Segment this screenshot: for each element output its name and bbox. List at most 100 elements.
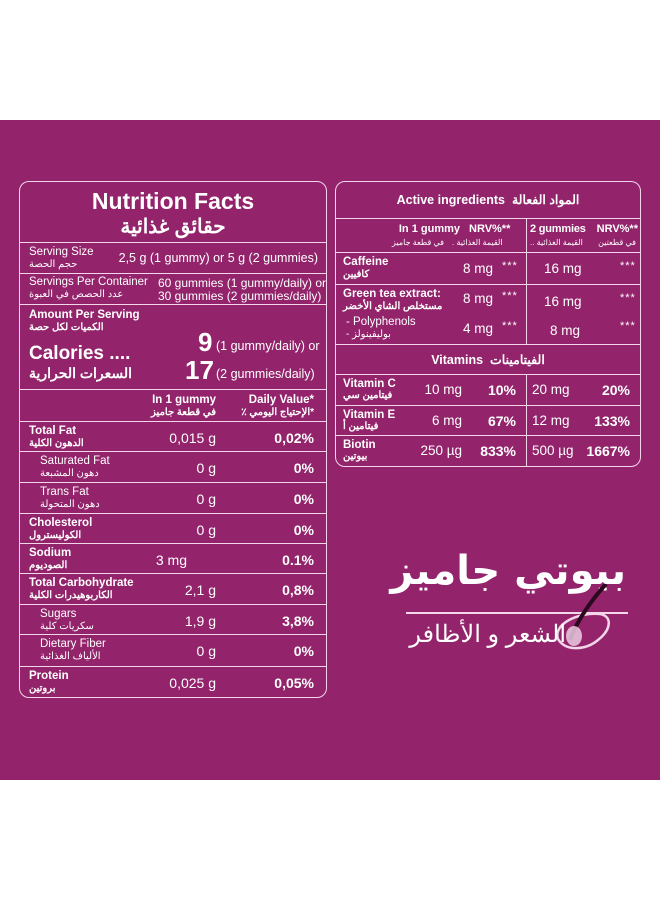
nutrient-amount: 0 g bbox=[196, 491, 216, 507]
nutrient-label: Sugars bbox=[40, 608, 77, 620]
col-in-1-gummy-ar: في قطعة جاميز bbox=[151, 407, 216, 418]
nutrient-label-ar: بروتين bbox=[29, 683, 56, 694]
purple-background bbox=[0, 120, 660, 780]
nutrient-row: Trans Fat دهون المتحولة 0 g 0% bbox=[20, 482, 326, 513]
calories-label-ar: السعرات الحرارية bbox=[29, 365, 133, 381]
nutrient-label: Protein bbox=[29, 670, 69, 682]
nutrient-amount: 3 mg bbox=[155, 552, 187, 568]
col2-nrv: NRV%** bbox=[596, 223, 638, 235]
col1-ar: في قطعة جاميز bbox=[392, 238, 444, 247]
vitamin-label-ar: فيتامين سي bbox=[343, 390, 393, 401]
green-tea-nrv-1: *** bbox=[502, 290, 518, 302]
nutrient-label-ar: سكريات كلية bbox=[40, 621, 94, 632]
nutrient-label-ar: الألياف الغذائية bbox=[40, 651, 101, 662]
vitamin-label-ar: فيتامين أ bbox=[343, 421, 379, 432]
col2-nrv-ar: القيمة الغذائية .. bbox=[530, 238, 583, 247]
active-ingredients-panel: Active ingredients المواد الفعالة In 1 g… bbox=[335, 181, 641, 467]
col-daily-value: Daily Value* bbox=[248, 394, 314, 406]
serving-size-row: Serving Size حجم الحصة 2,5 g (1 gummy) o… bbox=[20, 242, 326, 273]
nutrient-label-ar: الكوليسترول bbox=[29, 530, 82, 541]
nutrient-label-ar: الكاربوهيدرات الكلية bbox=[29, 590, 113, 601]
caffeine-label-ar: كافيين bbox=[343, 269, 370, 280]
nutrient-amount: 2,1 g bbox=[184, 582, 216, 598]
active-title-ar: المواد الفعالة bbox=[511, 193, 580, 207]
column-divider bbox=[526, 436, 527, 466]
vitamin-label-ar: بيوتين bbox=[343, 451, 368, 462]
nutrient-daily-value: 0% bbox=[293, 460, 314, 476]
vitamin-nrv-1: 10% bbox=[487, 382, 516, 398]
calories-label: Calories .... bbox=[29, 343, 131, 364]
nutrient-daily-value: 0% bbox=[293, 491, 314, 507]
nutrient-row: Cholesterol الكوليسترول 0 g 0% bbox=[20, 513, 326, 543]
vitamin-amount-1: 250 µg bbox=[420, 443, 462, 458]
nutrient-daily-value: 0% bbox=[293, 522, 314, 538]
brand-logo: بيوتي جاميز الشعر و الأظافر bbox=[390, 548, 638, 668]
nutrient-daily-value: 0.1% bbox=[282, 552, 314, 568]
active-title: Active ingredients المواد الفعالة bbox=[336, 192, 640, 207]
nutrient-label: Sodium bbox=[29, 547, 72, 559]
nutrient-daily-value: 0,8% bbox=[282, 582, 314, 598]
active-header-row: In 1 gummy NRV%** في قطعة جاميز القيمة ا… bbox=[336, 218, 640, 252]
servings-label-ar: عدد الحصص في العبوة bbox=[29, 289, 124, 300]
caffeine-amount-2: 16 mg bbox=[544, 261, 582, 276]
serving-size-label-ar: حجم الحصة bbox=[29, 259, 78, 270]
vitamin-nrv-2: 1667% bbox=[586, 443, 630, 459]
vitamin-amount-2: 500 µg bbox=[532, 443, 574, 458]
vitamin-row: Vitamin E فيتامين أ 6 mg 67% 12 mg 133% bbox=[336, 405, 640, 435]
vitamin-amount-1: 6 mg bbox=[431, 413, 462, 428]
nutrient-label: Saturated Fat bbox=[40, 455, 110, 467]
nutrient-amount: 0,025 g bbox=[169, 675, 216, 691]
vitamin-label: Vitamin E bbox=[343, 409, 396, 421]
vitamins-title-en: Vitamins bbox=[431, 353, 484, 367]
green-tea-row: Green tea extract: مستخلص الشاي الأخضر 8… bbox=[336, 284, 640, 344]
vitamin-amount-1: 10 mg bbox=[424, 382, 462, 397]
green-tea-label-ar: مستخلص الشاي الأخضر bbox=[343, 301, 443, 312]
calories-1-gummy: 9 bbox=[198, 327, 213, 357]
tagline-ar: الشعر و الأظافر bbox=[409, 621, 566, 648]
vitamins-header-row: Vitamins الفيتامينات bbox=[336, 344, 640, 374]
nutrient-label-ar: دهون المتحولة bbox=[40, 499, 100, 510]
column-divider bbox=[526, 375, 527, 405]
nutrient-daily-value: 0,05% bbox=[274, 675, 314, 691]
green-tea-amount-1: 8 mg bbox=[462, 291, 493, 306]
caffeine-nrv-1: *** bbox=[502, 260, 518, 272]
nutrient-amount: 0 g bbox=[196, 643, 216, 659]
nutrient-amount: 0,015 g bbox=[169, 430, 216, 446]
vitamin-nrv-1: 833% bbox=[480, 443, 516, 459]
nutrient-label: Trans Fat bbox=[40, 486, 89, 498]
col-in-1-gummy: In 1 gummy bbox=[152, 394, 216, 406]
caffeine-nrv-2: *** bbox=[620, 260, 636, 272]
column-divider bbox=[526, 218, 527, 344]
nutrient-row: Sugars سكريات كلية 1,9 g 3,8% bbox=[20, 604, 326, 634]
col1-in-1-gummy: In 1 gummy bbox=[398, 223, 460, 235]
nutrient-daily-value: 0,02% bbox=[274, 430, 314, 446]
servings-label: Servings Per Container bbox=[29, 276, 148, 288]
vitamin-nrv-1: 67% bbox=[487, 413, 516, 429]
nutrient-row: Saturated Fat دهون المشبعة 0 g 0% bbox=[20, 451, 326, 482]
polyphenols-amount-1: 4 mg bbox=[462, 321, 493, 336]
serving-size-value: 2,5 g (1 gummy) or 5 g (2 gummies) bbox=[118, 251, 318, 265]
col1-nrv-ar: القيمة الغذائية . bbox=[452, 238, 503, 247]
serving-size-label: Serving Size bbox=[29, 246, 94, 258]
logo-line bbox=[406, 612, 628, 614]
column-divider bbox=[526, 406, 527, 435]
col1-nrv: NRV%** bbox=[469, 223, 511, 235]
nutrient-amount: 1,9 g bbox=[184, 613, 216, 629]
calories-1-note: (1 gummy/daily) or bbox=[216, 339, 320, 353]
nutrient-label-ar: الدهون الكلية bbox=[29, 438, 84, 449]
caffeine-row: Caffeine كافيين 8 mg *** 16 mg *** bbox=[336, 252, 640, 284]
green-tea-label: Green tea extract: bbox=[343, 288, 441, 300]
nutrient-row: Sodium الصوديوم 3 mg 0.1% bbox=[20, 543, 326, 573]
nutrient-label: Total Fat bbox=[29, 425, 77, 437]
brand-name-ar: بيوتي جاميز bbox=[390, 548, 626, 594]
vitamin-label: Biotin bbox=[343, 439, 376, 451]
nutrition-facts-panel: Nutrition Facts حقائق غذائية Serving Siz… bbox=[19, 181, 327, 698]
polyphenols-label-ar: بوليفينولز - bbox=[346, 329, 391, 340]
calories-2-note: (2 gummies/daily) bbox=[216, 367, 315, 381]
nutrient-label-ar: الصوديوم bbox=[29, 560, 68, 571]
vitamins-title: Vitamins الفيتامينات bbox=[336, 352, 640, 367]
green-tea-nrv-2: *** bbox=[620, 292, 636, 304]
polyphenols-label: - Polyphenols bbox=[346, 316, 416, 328]
hair-follicle-icon bbox=[556, 584, 610, 650]
servings-value-2: 30 gummies (2 gummies/daily) bbox=[158, 289, 322, 303]
